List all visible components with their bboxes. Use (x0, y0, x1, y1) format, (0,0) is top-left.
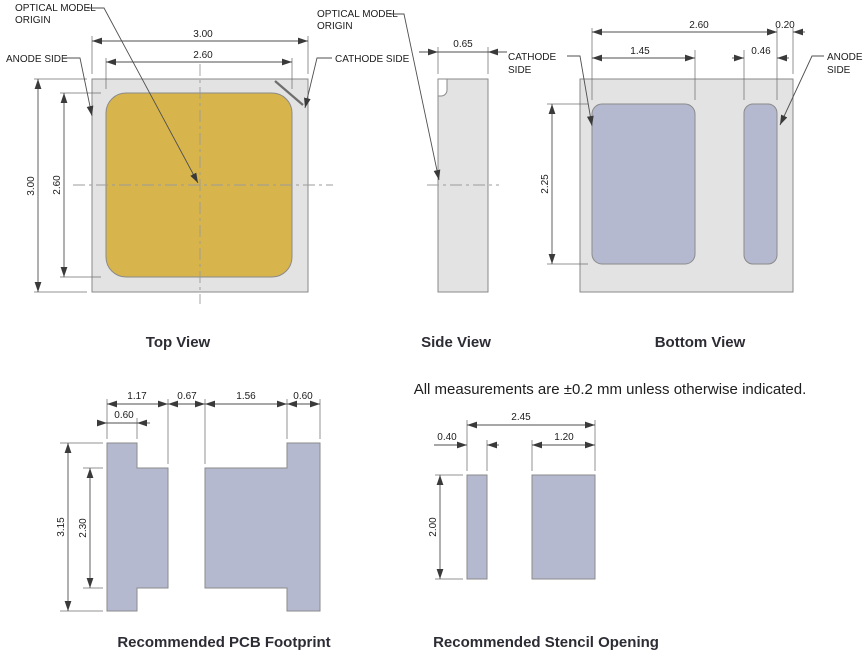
side-view: 0.65 OPTICAL MODEL ORIGIN Side View (317, 9, 507, 351)
footprint-anode-pad (204, 442, 321, 612)
footprint-gap-dim: 0.67 (177, 391, 197, 402)
pcb-footprint: 1.17 0.67 1.56 0.60 0.60 3.15 2.30 Recom… (56, 391, 331, 651)
stencil-cathode-width-dim: 0.40 (437, 432, 457, 443)
pcb-footprint-caption: Recommended PCB Footprint (117, 634, 330, 651)
bottom-edge-offset-dim: 0.20 (775, 20, 795, 31)
stencil-cathode-opening (466, 474, 488, 580)
bottom-view: 2.60 0.20 1.45 0.46 2.25 CATHODE SIDE AN… (508, 20, 863, 351)
anode-pad-width-dim: 0.46 (751, 46, 771, 57)
stencil-opening-caption: Recommended Stencil Opening (433, 634, 659, 651)
leader-line (389, 13, 441, 181)
leader-line (779, 55, 824, 126)
footprint-overall-height-dim: 3.15 (56, 517, 67, 537)
side-view-caption: Side View (421, 334, 491, 351)
stencil-anode-width-dim: 1.20 (554, 432, 574, 443)
footprint-cathode-width-dim: 1.17 (127, 391, 147, 402)
top-width-dim: 3.00 (193, 29, 213, 40)
cathode-side-label: CATHODE (508, 52, 556, 63)
side-view-package-body (437, 78, 489, 293)
stencil-height-dim: 2.00 (428, 517, 439, 537)
top-inner-width-dim: 2.60 (193, 50, 213, 61)
anode-pad (743, 103, 778, 265)
cathode-pad-width-dim: 1.45 (630, 46, 650, 57)
leader-line (87, 7, 199, 184)
tolerance-note: All measurements are ±0.2 mm unless othe… (414, 381, 807, 398)
bottom-view-caption: Bottom View (655, 334, 746, 351)
cathode-side-label: CATHODE SIDE (335, 54, 410, 65)
optical-model-origin-label: OPTICAL MODEL (15, 3, 96, 14)
cathode-pad (591, 103, 696, 265)
stencil-span-dim: 2.45 (511, 412, 531, 423)
pad-height-dim: 2.25 (540, 174, 551, 194)
footprint-body-height-dim: 2.30 (78, 518, 89, 538)
footprint-anode-tab-dim: 0.60 (293, 391, 313, 402)
top-view-caption: Top View (146, 334, 211, 351)
anode-side-label: ANODE SIDE (6, 54, 68, 65)
cathode-chamfer-mark (274, 80, 304, 106)
side-view-notch (437, 78, 448, 97)
top-inner-height-dim: 2.60 (52, 175, 63, 195)
footprint-cathode-pad (106, 442, 169, 612)
top-view: 3.00 2.60 3.00 2.60 OPTICAL MODEL ORIGIN… (6, 3, 410, 351)
cathode-side-label: SIDE (508, 65, 532, 76)
footprint-cathode-tab-dim: 0.60 (114, 410, 134, 421)
stencil-opening: 2.45 0.40 1.20 2.00 Recommended Stencil … (428, 412, 659, 651)
footprint-anode-width-dim: 1.56 (236, 391, 256, 402)
stencil-anode-opening (531, 474, 596, 580)
optical-model-origin-label: OPTICAL MODEL (317, 9, 398, 20)
leader-line (304, 57, 332, 109)
anode-side-label: SIDE (827, 65, 851, 76)
bottom-pad-span-dim: 2.60 (689, 20, 709, 31)
optical-model-origin-label: ORIGIN (15, 15, 51, 26)
side-thickness-dim: 0.65 (453, 39, 473, 50)
anode-side-label: ANODE (827, 52, 863, 63)
leader-line (62, 57, 94, 117)
top-height-dim: 3.00 (26, 176, 37, 196)
optical-model-origin-label: ORIGIN (317, 21, 353, 32)
leader-line (567, 55, 594, 127)
